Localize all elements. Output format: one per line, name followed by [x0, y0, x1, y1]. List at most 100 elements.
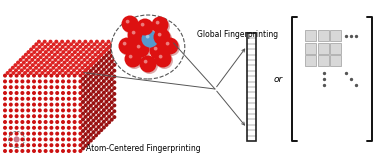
Circle shape [55, 85, 59, 89]
Circle shape [79, 50, 83, 54]
Circle shape [81, 100, 85, 104]
Circle shape [86, 66, 90, 70]
Circle shape [17, 66, 21, 70]
Circle shape [15, 103, 19, 107]
Circle shape [15, 91, 19, 95]
Circle shape [73, 55, 77, 59]
Circle shape [69, 42, 73, 46]
Circle shape [9, 114, 13, 118]
Circle shape [104, 65, 108, 69]
Circle shape [26, 97, 30, 101]
Circle shape [101, 45, 105, 49]
Circle shape [110, 106, 114, 110]
Circle shape [62, 61, 67, 65]
Circle shape [102, 102, 106, 106]
Circle shape [143, 32, 160, 49]
Circle shape [77, 58, 81, 62]
Circle shape [49, 68, 53, 72]
Circle shape [60, 40, 64, 44]
Circle shape [39, 55, 43, 59]
Circle shape [37, 40, 41, 44]
Circle shape [32, 114, 36, 118]
Circle shape [34, 66, 38, 70]
Circle shape [67, 79, 71, 83]
Circle shape [78, 91, 82, 95]
Circle shape [40, 42, 44, 46]
Circle shape [81, 112, 85, 116]
Circle shape [20, 114, 25, 118]
Circle shape [20, 143, 25, 147]
Circle shape [46, 48, 51, 52]
Bar [318, 30, 328, 41]
Circle shape [107, 68, 111, 72]
Circle shape [94, 128, 98, 131]
Circle shape [84, 68, 88, 72]
Circle shape [67, 132, 71, 136]
Circle shape [38, 143, 42, 147]
Circle shape [50, 85, 53, 89]
Circle shape [15, 114, 19, 118]
Circle shape [89, 63, 93, 67]
Circle shape [81, 42, 85, 46]
Circle shape [15, 137, 19, 141]
Circle shape [104, 94, 108, 98]
Circle shape [24, 53, 28, 57]
Circle shape [43, 126, 48, 130]
Circle shape [82, 53, 86, 57]
Circle shape [89, 86, 93, 90]
Circle shape [99, 105, 103, 109]
Circle shape [9, 74, 13, 78]
Circle shape [66, 68, 70, 72]
Circle shape [94, 81, 98, 85]
Circle shape [67, 103, 71, 107]
Circle shape [38, 137, 42, 141]
Circle shape [96, 45, 99, 49]
Circle shape [112, 57, 116, 61]
Circle shape [99, 93, 103, 97]
Circle shape [104, 117, 108, 121]
Circle shape [89, 40, 93, 44]
Circle shape [11, 71, 15, 75]
Circle shape [50, 120, 53, 124]
Circle shape [55, 97, 59, 101]
Circle shape [86, 118, 90, 122]
Circle shape [110, 83, 114, 87]
Circle shape [81, 77, 85, 81]
Circle shape [102, 73, 106, 77]
Circle shape [81, 71, 85, 75]
Circle shape [83, 40, 87, 44]
Circle shape [17, 71, 21, 75]
Circle shape [61, 132, 65, 136]
Circle shape [112, 86, 116, 90]
Circle shape [43, 68, 47, 72]
Circle shape [88, 53, 92, 57]
Circle shape [61, 85, 65, 89]
Circle shape [73, 114, 77, 118]
Circle shape [88, 58, 92, 62]
Circle shape [94, 69, 98, 74]
Ellipse shape [111, 15, 185, 79]
Circle shape [6, 71, 9, 75]
Circle shape [89, 104, 93, 108]
Circle shape [67, 45, 71, 49]
Circle shape [41, 48, 45, 52]
Circle shape [104, 88, 108, 92]
Circle shape [91, 130, 96, 134]
Circle shape [3, 97, 7, 101]
Circle shape [81, 66, 84, 70]
Circle shape [85, 50, 88, 54]
Circle shape [86, 124, 90, 128]
Circle shape [33, 55, 37, 59]
Circle shape [102, 114, 106, 118]
Circle shape [20, 132, 25, 136]
Circle shape [25, 63, 29, 67]
Circle shape [141, 57, 158, 74]
Circle shape [97, 73, 101, 77]
Circle shape [81, 135, 85, 139]
Circle shape [99, 76, 103, 80]
Circle shape [78, 132, 82, 136]
Circle shape [90, 50, 94, 54]
Bar [305, 55, 316, 66]
Circle shape [104, 82, 108, 86]
Circle shape [126, 52, 143, 69]
